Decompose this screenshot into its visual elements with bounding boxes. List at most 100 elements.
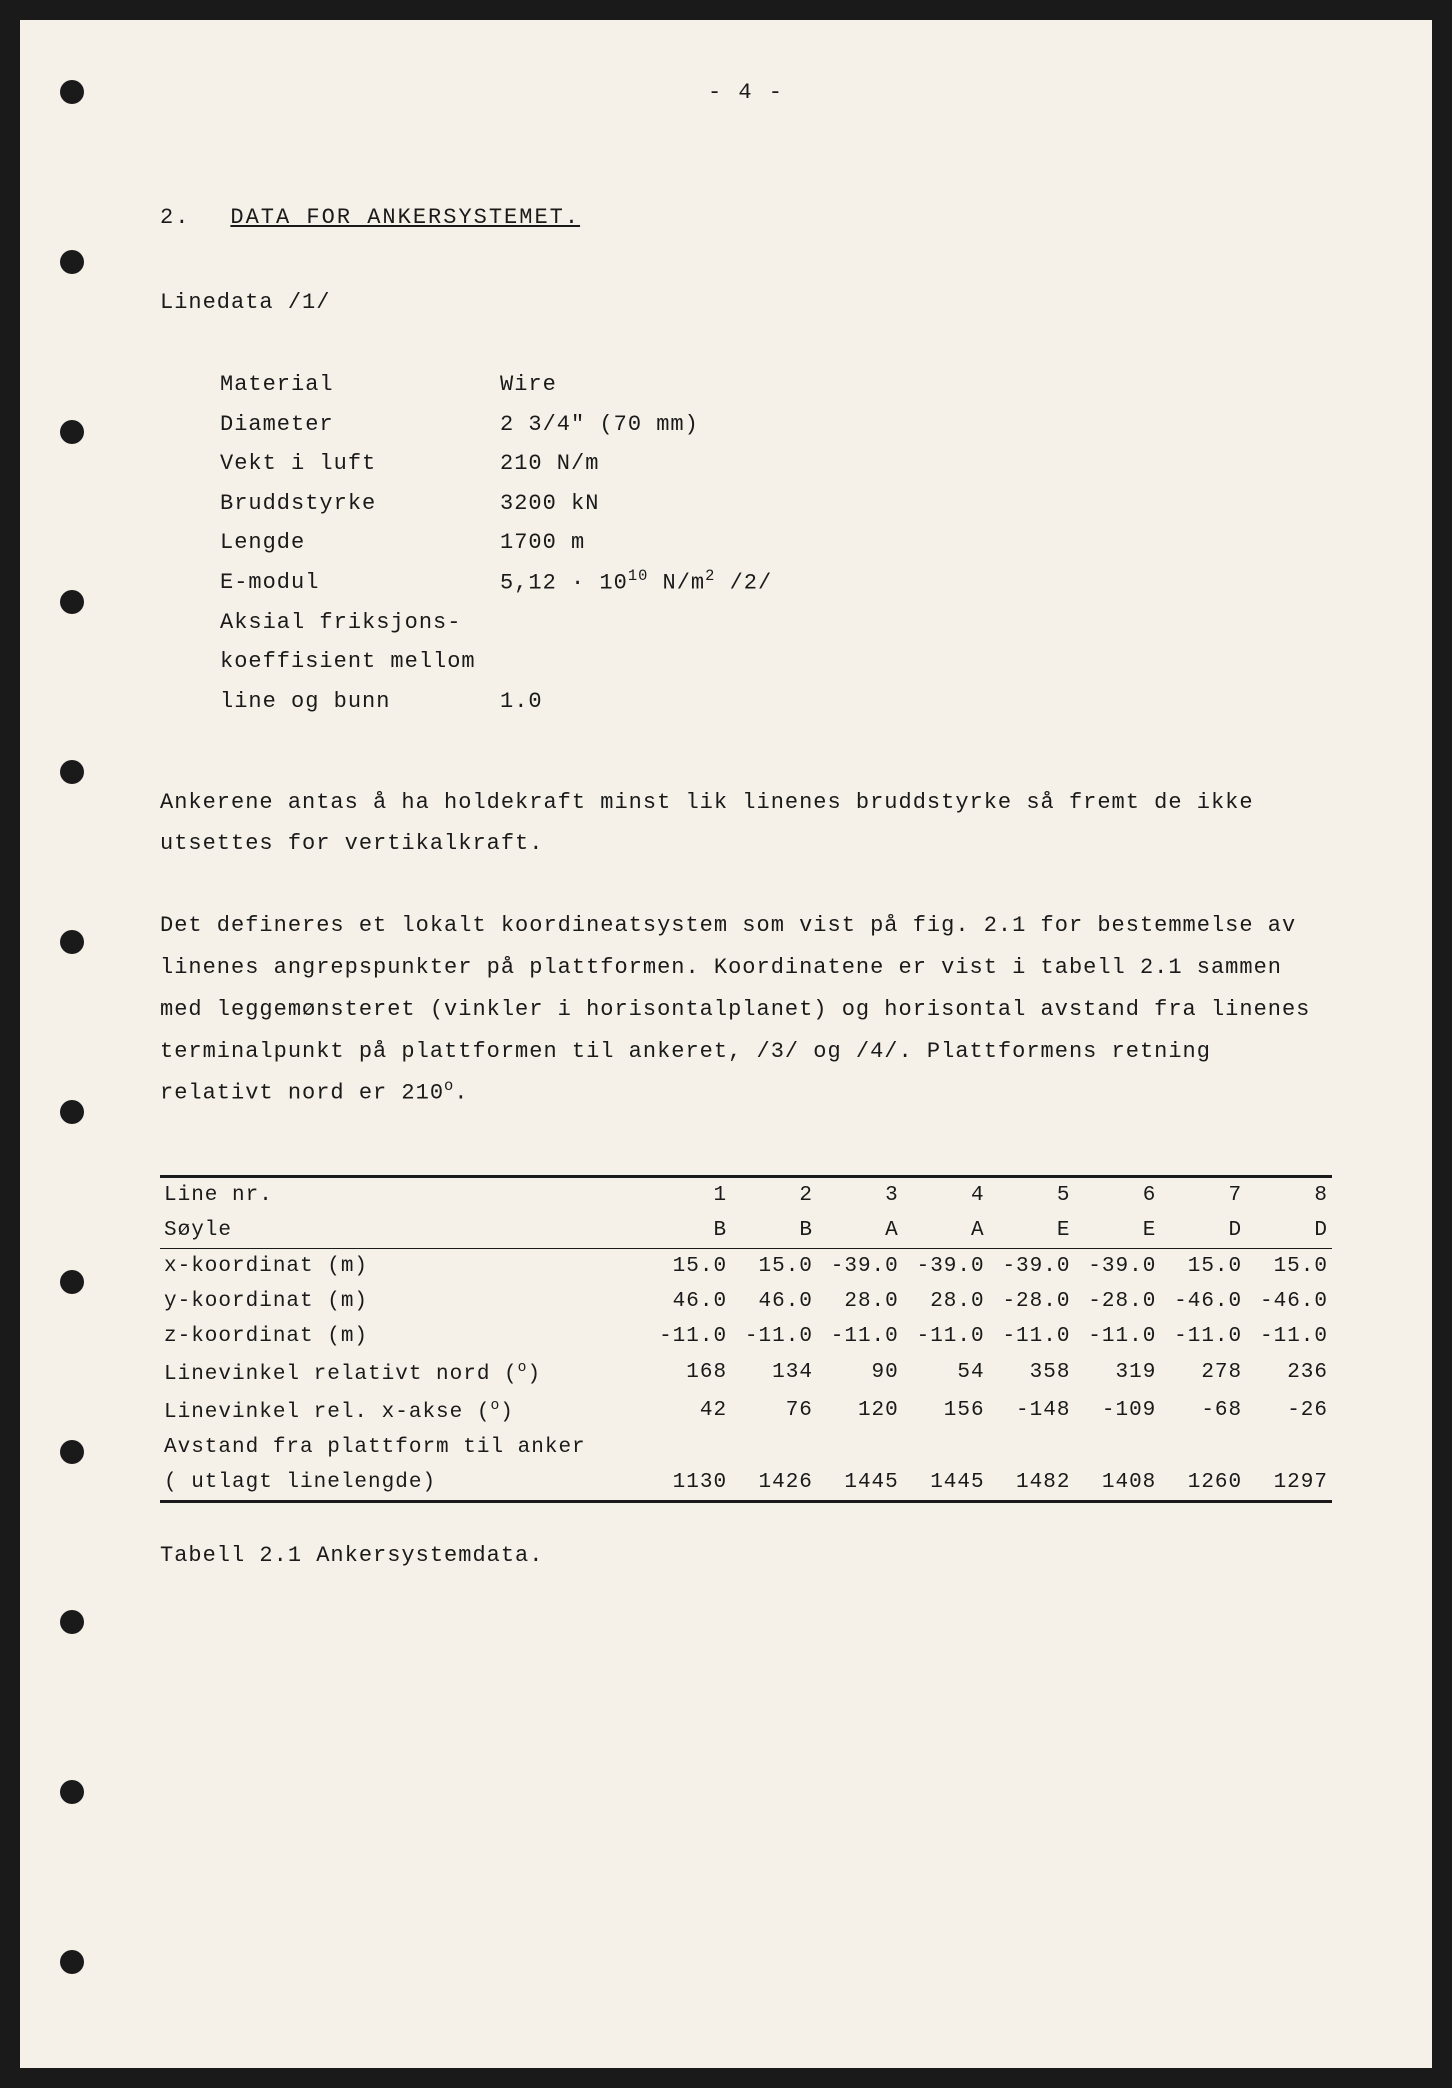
document-page: - 4 - 2.DATA FOR ANKERSYSTEMET. Linedata… xyxy=(20,20,1432,2068)
table-cell xyxy=(731,1430,817,1465)
table-cell: 156 xyxy=(903,1392,989,1430)
table-caption: Tabell 2.1 Ankersystemdata. xyxy=(160,1543,1332,1568)
spec-row: Aksial friksjons- xyxy=(220,603,1332,643)
punch-hole xyxy=(60,760,84,784)
table-cell: 1426 xyxy=(731,1465,817,1502)
table-row: Linevinkel rel. x-akse (o)4276120156-148… xyxy=(160,1392,1332,1430)
table-cell: 358 xyxy=(989,1354,1075,1392)
table-cell: 90 xyxy=(817,1354,903,1392)
table-cell: D xyxy=(1160,1213,1246,1249)
table-container: Line nr.12345678SøyleBBAAEEDDx-koordinat… xyxy=(160,1175,1332,1503)
table-cell: 1 xyxy=(645,1176,731,1213)
punch-hole xyxy=(60,1780,84,1804)
table-cell: 76 xyxy=(731,1392,817,1430)
spec-row: Diameter2 3/4" (70 mm) xyxy=(220,405,1332,445)
table-cell: B xyxy=(731,1213,817,1249)
punch-hole xyxy=(60,930,84,954)
row-label: y-koordinat (m) xyxy=(160,1284,645,1319)
table-cell: -109 xyxy=(1074,1392,1160,1430)
punch-hole xyxy=(60,1440,84,1464)
table-cell: 1297 xyxy=(1246,1465,1332,1502)
spec-label: E-modul xyxy=(220,563,500,603)
table-cell xyxy=(817,1430,903,1465)
data-table: Line nr.12345678SøyleBBAAEEDDx-koordinat… xyxy=(160,1175,1332,1503)
spec-row: koeffisient mellom xyxy=(220,642,1332,682)
table-cell: 1408 xyxy=(1074,1465,1160,1502)
punch-hole xyxy=(60,1270,84,1294)
punch-hole xyxy=(60,80,84,104)
row-label: Linevinkel rel. x-akse (o) xyxy=(160,1392,645,1430)
table-cell xyxy=(645,1430,731,1465)
punch-hole xyxy=(60,590,84,614)
table-cell: -39.0 xyxy=(903,1248,989,1284)
punch-hole xyxy=(60,1610,84,1634)
table-cell: -46.0 xyxy=(1160,1284,1246,1319)
row-label: ( utlagt linelengde) xyxy=(160,1465,645,1502)
table-cell: 168 xyxy=(645,1354,731,1392)
spec-row: MaterialWire xyxy=(220,365,1332,405)
spec-value: 210 N/m xyxy=(500,444,1332,484)
subheading: Linedata /1/ xyxy=(160,290,1332,315)
section-title: DATA FOR ANKERSYSTEMET. xyxy=(230,205,580,230)
table-row: z-koordinat (m)-11.0-11.0-11.0-11.0-11.0… xyxy=(160,1319,1332,1354)
table-cell: 15.0 xyxy=(645,1248,731,1284)
spec-row: Lengde1700 m xyxy=(220,523,1332,563)
table-cell: 46.0 xyxy=(645,1284,731,1319)
table-cell: 3 xyxy=(817,1176,903,1213)
table-cell: 134 xyxy=(731,1354,817,1392)
punch-hole xyxy=(60,250,84,274)
spec-label: line og bunn xyxy=(220,682,500,722)
table-cell: 1445 xyxy=(903,1465,989,1502)
table-cell xyxy=(1074,1430,1160,1465)
spec-value: 1700 m xyxy=(500,523,1332,563)
table-body: Line nr.12345678SøyleBBAAEEDDx-koordinat… xyxy=(160,1176,1332,1501)
table-cell: 28.0 xyxy=(903,1284,989,1319)
table-cell xyxy=(1160,1430,1246,1465)
spec-value: 3200 kN xyxy=(500,484,1332,524)
table-row: SøyleBBAAEEDD xyxy=(160,1213,1332,1249)
table-cell: A xyxy=(817,1213,903,1249)
table-cell: 6 xyxy=(1074,1176,1160,1213)
table-cell: -11.0 xyxy=(731,1319,817,1354)
table-row: ( utlagt linelengde)11301426144514451482… xyxy=(160,1465,1332,1502)
table-cell: E xyxy=(1074,1213,1160,1249)
spec-value: 1.0 xyxy=(500,682,1332,722)
table-cell: E xyxy=(989,1213,1075,1249)
spec-label: Material xyxy=(220,365,500,405)
table-cell: -39.0 xyxy=(1074,1248,1160,1284)
row-label: Line nr. xyxy=(160,1176,645,1213)
table-cell: 1482 xyxy=(989,1465,1075,1502)
punch-hole xyxy=(60,1100,84,1124)
table-cell: 120 xyxy=(817,1392,903,1430)
table-cell: -39.0 xyxy=(817,1248,903,1284)
spec-label: Aksial friksjons- xyxy=(220,603,500,643)
table-cell: 46.0 xyxy=(731,1284,817,1319)
table-cell: -148 xyxy=(989,1392,1075,1430)
table-cell: 15.0 xyxy=(1246,1248,1332,1284)
table-cell xyxy=(989,1430,1075,1465)
spec-label: Bruddstyrke xyxy=(220,484,500,524)
punch-hole xyxy=(60,1950,84,1974)
spec-label: koeffisient mellom xyxy=(220,642,500,682)
table-cell: -28.0 xyxy=(989,1284,1075,1319)
table-cell: 5 xyxy=(989,1176,1075,1213)
page-number: - 4 - xyxy=(160,80,1332,105)
spec-value xyxy=(500,603,1332,643)
spec-label: Diameter xyxy=(220,405,500,445)
table-cell: 4 xyxy=(903,1176,989,1213)
paragraph-2: Det defineres et lokalt koordineatsystem… xyxy=(160,905,1332,1114)
table-cell: 1130 xyxy=(645,1465,731,1502)
table-cell: 1260 xyxy=(1160,1465,1246,1502)
table-cell: A xyxy=(903,1213,989,1249)
table-cell: -68 xyxy=(1160,1392,1246,1430)
table-cell: -11.0 xyxy=(1074,1319,1160,1354)
table-row: Linevinkel relativt nord (o)168134905435… xyxy=(160,1354,1332,1392)
table-cell: 278 xyxy=(1160,1354,1246,1392)
table-cell: 236 xyxy=(1246,1354,1332,1392)
paragraph-1: Ankerene antas å ha holdekraft minst lik… xyxy=(160,782,1332,866)
table-cell: -11.0 xyxy=(989,1319,1075,1354)
table-cell: -11.0 xyxy=(645,1319,731,1354)
spec-row: Bruddstyrke3200 kN xyxy=(220,484,1332,524)
punch-hole xyxy=(60,420,84,444)
spec-label: Lengde xyxy=(220,523,500,563)
